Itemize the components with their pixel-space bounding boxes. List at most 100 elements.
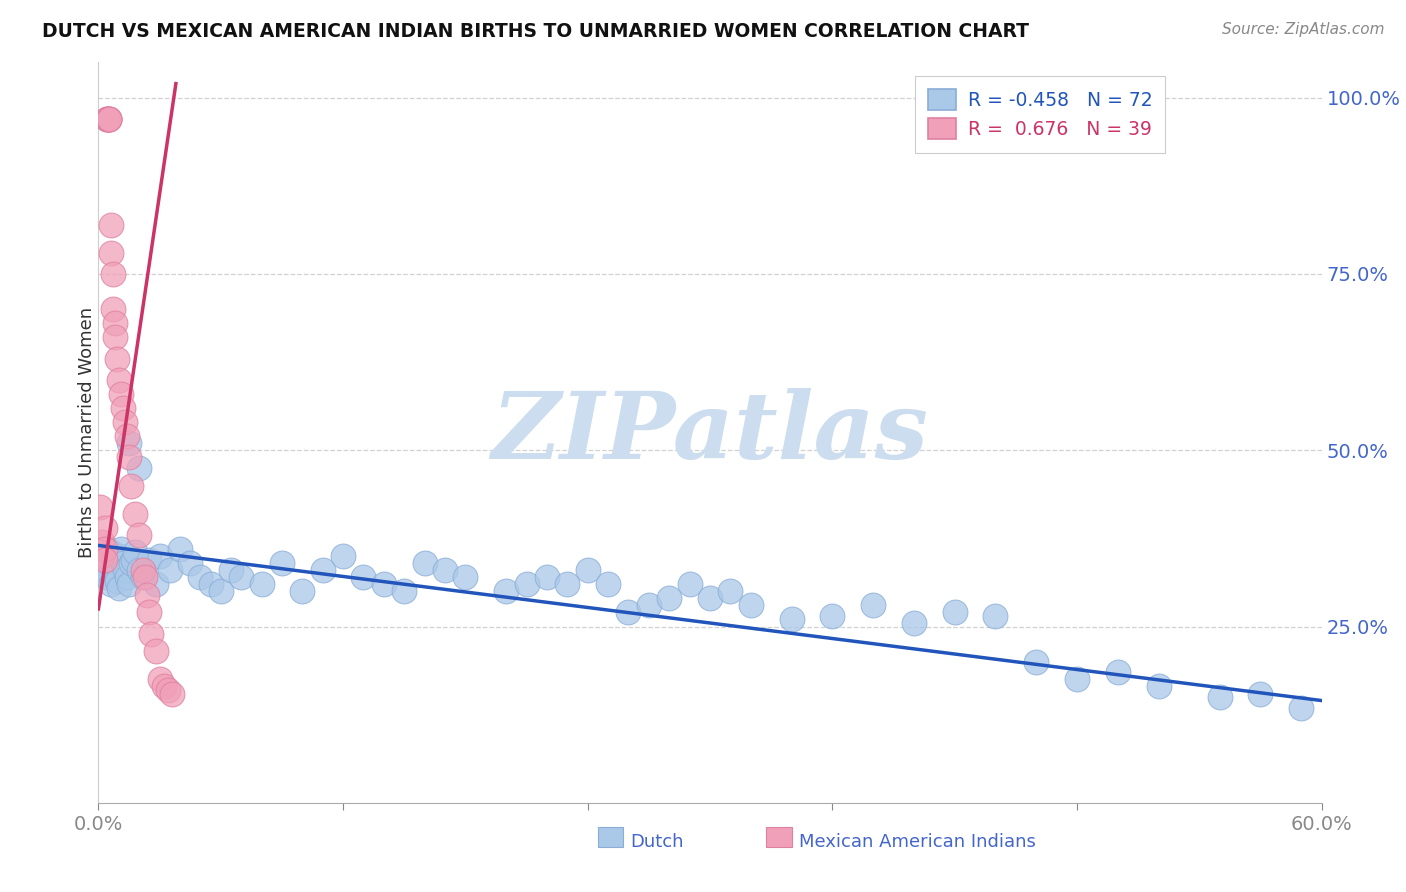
Legend: R = -0.458   N = 72, R =  0.676   N = 39: R = -0.458 N = 72, R = 0.676 N = 39 bbox=[915, 76, 1166, 153]
Point bbox=[138, 552, 160, 566]
Point bbox=[104, 316, 127, 330]
Point bbox=[97, 556, 120, 570]
Point bbox=[110, 387, 132, 401]
Point bbox=[392, 584, 416, 599]
Point bbox=[110, 541, 132, 556]
Point bbox=[105, 351, 128, 366]
Point bbox=[111, 556, 134, 570]
Point bbox=[555, 577, 579, 591]
Point bbox=[598, 577, 620, 591]
Point bbox=[1025, 655, 1047, 669]
Point bbox=[96, 112, 118, 126]
Point bbox=[108, 373, 131, 387]
Point bbox=[100, 218, 122, 232]
Point bbox=[91, 559, 114, 574]
Point bbox=[231, 570, 253, 584]
Point bbox=[91, 535, 114, 549]
Point bbox=[145, 577, 167, 591]
Point bbox=[115, 570, 138, 584]
Point bbox=[118, 436, 141, 450]
Point bbox=[134, 570, 156, 584]
Point bbox=[101, 302, 124, 317]
Point bbox=[200, 577, 222, 591]
Point bbox=[219, 563, 242, 577]
Point bbox=[516, 577, 538, 591]
Point bbox=[91, 549, 114, 563]
Point bbox=[128, 461, 150, 475]
Point bbox=[699, 591, 721, 606]
Point bbox=[270, 556, 294, 570]
Point bbox=[617, 606, 640, 620]
Point bbox=[104, 330, 127, 344]
Point bbox=[101, 552, 124, 566]
Point bbox=[136, 588, 159, 602]
Point bbox=[128, 528, 150, 542]
Y-axis label: Births to Unmarried Women: Births to Unmarried Women bbox=[79, 307, 96, 558]
Point bbox=[454, 570, 477, 584]
Point bbox=[145, 644, 167, 658]
Point bbox=[97, 112, 120, 126]
Point bbox=[373, 577, 395, 591]
Point bbox=[159, 563, 181, 577]
Point bbox=[96, 541, 118, 556]
Point bbox=[637, 599, 661, 613]
Point bbox=[658, 591, 681, 606]
Point bbox=[821, 609, 844, 624]
Point bbox=[93, 552, 115, 566]
Point bbox=[120, 478, 142, 492]
Point bbox=[179, 556, 201, 570]
Point bbox=[97, 112, 120, 126]
Point bbox=[124, 507, 146, 521]
Point bbox=[114, 563, 136, 577]
Point bbox=[718, 584, 742, 599]
Point bbox=[352, 570, 374, 584]
Point bbox=[250, 577, 273, 591]
Point bbox=[96, 570, 118, 584]
Point bbox=[122, 552, 145, 566]
Point bbox=[132, 563, 155, 577]
Point bbox=[740, 599, 762, 613]
Point bbox=[903, 615, 925, 630]
Point bbox=[108, 549, 131, 563]
Point bbox=[138, 606, 160, 620]
Point bbox=[100, 245, 122, 260]
Point bbox=[332, 549, 354, 563]
Point bbox=[132, 570, 155, 584]
Point bbox=[96, 112, 118, 126]
Point bbox=[780, 612, 803, 626]
Point bbox=[149, 673, 172, 687]
Text: Mexican American Indians: Mexican American Indians bbox=[799, 833, 1035, 851]
Point bbox=[495, 584, 517, 599]
Point bbox=[93, 541, 115, 556]
Point bbox=[188, 570, 212, 584]
Point bbox=[536, 570, 558, 584]
Point bbox=[679, 577, 702, 591]
Point bbox=[108, 581, 131, 595]
Point bbox=[984, 609, 1007, 624]
Point bbox=[943, 606, 966, 620]
Point bbox=[115, 429, 138, 443]
Point bbox=[209, 584, 232, 599]
Point bbox=[97, 112, 120, 126]
Point bbox=[124, 545, 146, 559]
Point bbox=[118, 577, 141, 591]
Point bbox=[93, 563, 115, 577]
Point bbox=[1291, 700, 1313, 714]
Point bbox=[413, 556, 436, 570]
Point bbox=[169, 541, 191, 556]
Point bbox=[434, 563, 457, 577]
Point bbox=[105, 574, 128, 588]
Point bbox=[96, 112, 118, 126]
Point bbox=[576, 563, 599, 577]
Point bbox=[312, 563, 335, 577]
Text: DUTCH VS MEXICAN AMERICAN INDIAN BIRTHS TO UNMARRIED WOMEN CORRELATION CHART: DUTCH VS MEXICAN AMERICAN INDIAN BIRTHS … bbox=[42, 22, 1029, 41]
Point bbox=[128, 563, 150, 577]
Point bbox=[118, 450, 141, 465]
Point bbox=[149, 549, 172, 563]
Point bbox=[89, 500, 111, 514]
Point bbox=[93, 521, 115, 535]
Point bbox=[1249, 686, 1271, 700]
Point bbox=[111, 401, 134, 415]
Point bbox=[100, 545, 122, 559]
Point bbox=[1066, 673, 1088, 687]
